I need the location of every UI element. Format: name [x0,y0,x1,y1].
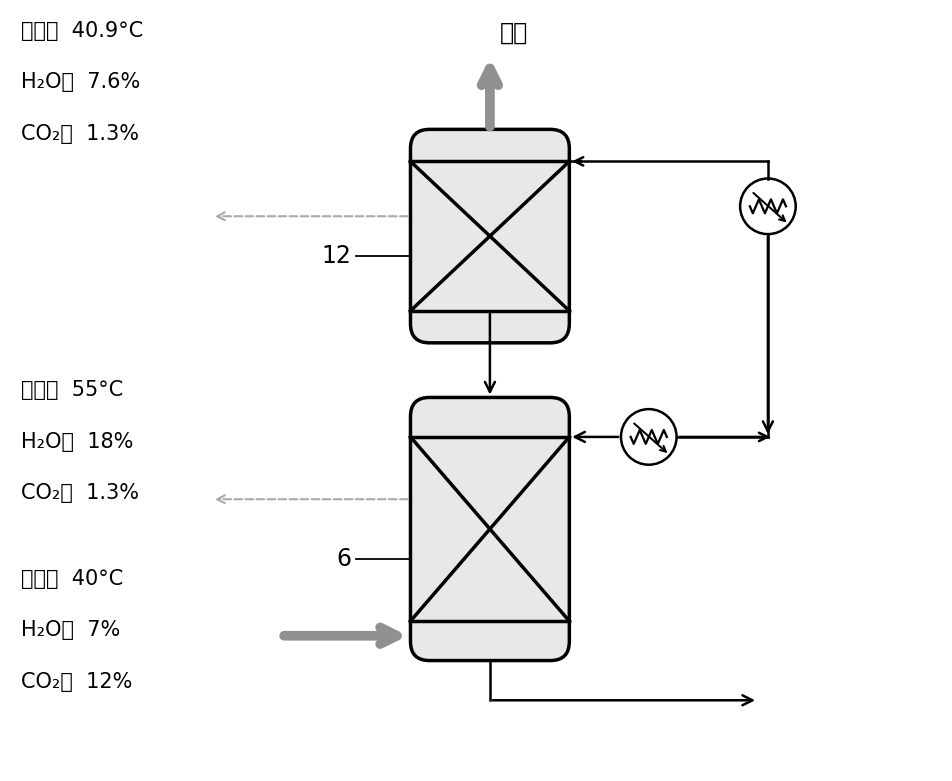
Text: 12: 12 [321,244,350,268]
Text: 烟气：  55°C: 烟气： 55°C [21,380,124,400]
Text: CO₂：  12%: CO₂： 12% [21,672,132,692]
Text: 排气: 排气 [499,21,527,45]
FancyBboxPatch shape [410,130,568,343]
Text: CO₂：  1.3%: CO₂： 1.3% [21,483,139,503]
Text: 烟气：  40°C: 烟气： 40°C [21,569,124,589]
Text: 烟气：  40.9°C: 烟气： 40.9°C [21,20,144,41]
Text: H₂O：  18%: H₂O： 18% [21,432,133,451]
Text: H₂O：  7%: H₂O： 7% [21,620,120,640]
Text: 6: 6 [335,547,350,571]
Text: H₂O：  7.6%: H₂O： 7.6% [21,73,140,92]
FancyBboxPatch shape [410,398,568,661]
Text: CO₂：  1.3%: CO₂： 1.3% [21,124,139,144]
